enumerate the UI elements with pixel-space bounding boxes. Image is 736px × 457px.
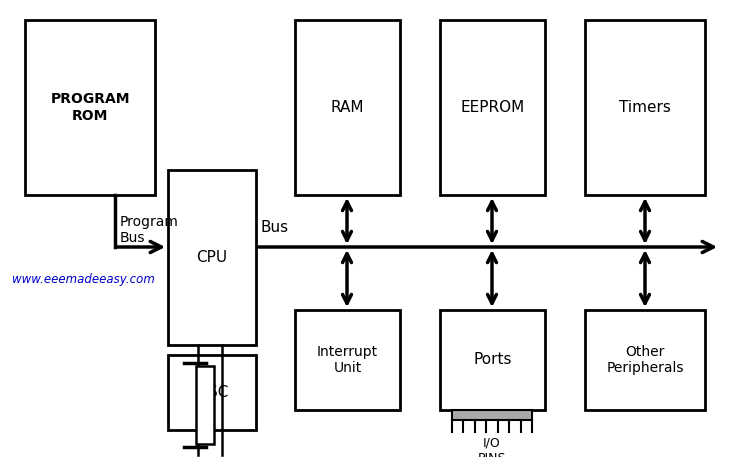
Bar <box>168 170 256 345</box>
Text: PROGRAM
ROM: PROGRAM ROM <box>50 92 130 122</box>
Text: Timers: Timers <box>619 100 671 115</box>
Text: RAM: RAM <box>330 100 364 115</box>
Bar <box>585 310 705 410</box>
Bar <box>196 366 214 444</box>
Text: OSC: OSC <box>196 385 228 400</box>
Text: I/O
PINS: I/O PINS <box>478 437 506 457</box>
Bar <box>295 310 400 410</box>
Text: www.eeemadeeasy.com: www.eeemadeeasy.com <box>12 273 155 287</box>
Bar <box>585 20 705 195</box>
Bar <box>295 20 400 195</box>
Bar <box>452 410 532 420</box>
Text: Bus: Bus <box>261 220 289 235</box>
Bar <box>440 310 545 410</box>
Text: Ports: Ports <box>473 352 512 367</box>
Bar <box>168 355 256 430</box>
Text: EEPROM: EEPROM <box>461 100 525 115</box>
Text: Program
Bus: Program Bus <box>120 215 179 245</box>
Bar <box>25 20 155 195</box>
Text: Other
Peripherals: Other Peripherals <box>606 345 684 375</box>
Bar <box>440 20 545 195</box>
Text: Interrupt
Unit: Interrupt Unit <box>317 345 378 375</box>
Text: CPU: CPU <box>197 250 227 265</box>
